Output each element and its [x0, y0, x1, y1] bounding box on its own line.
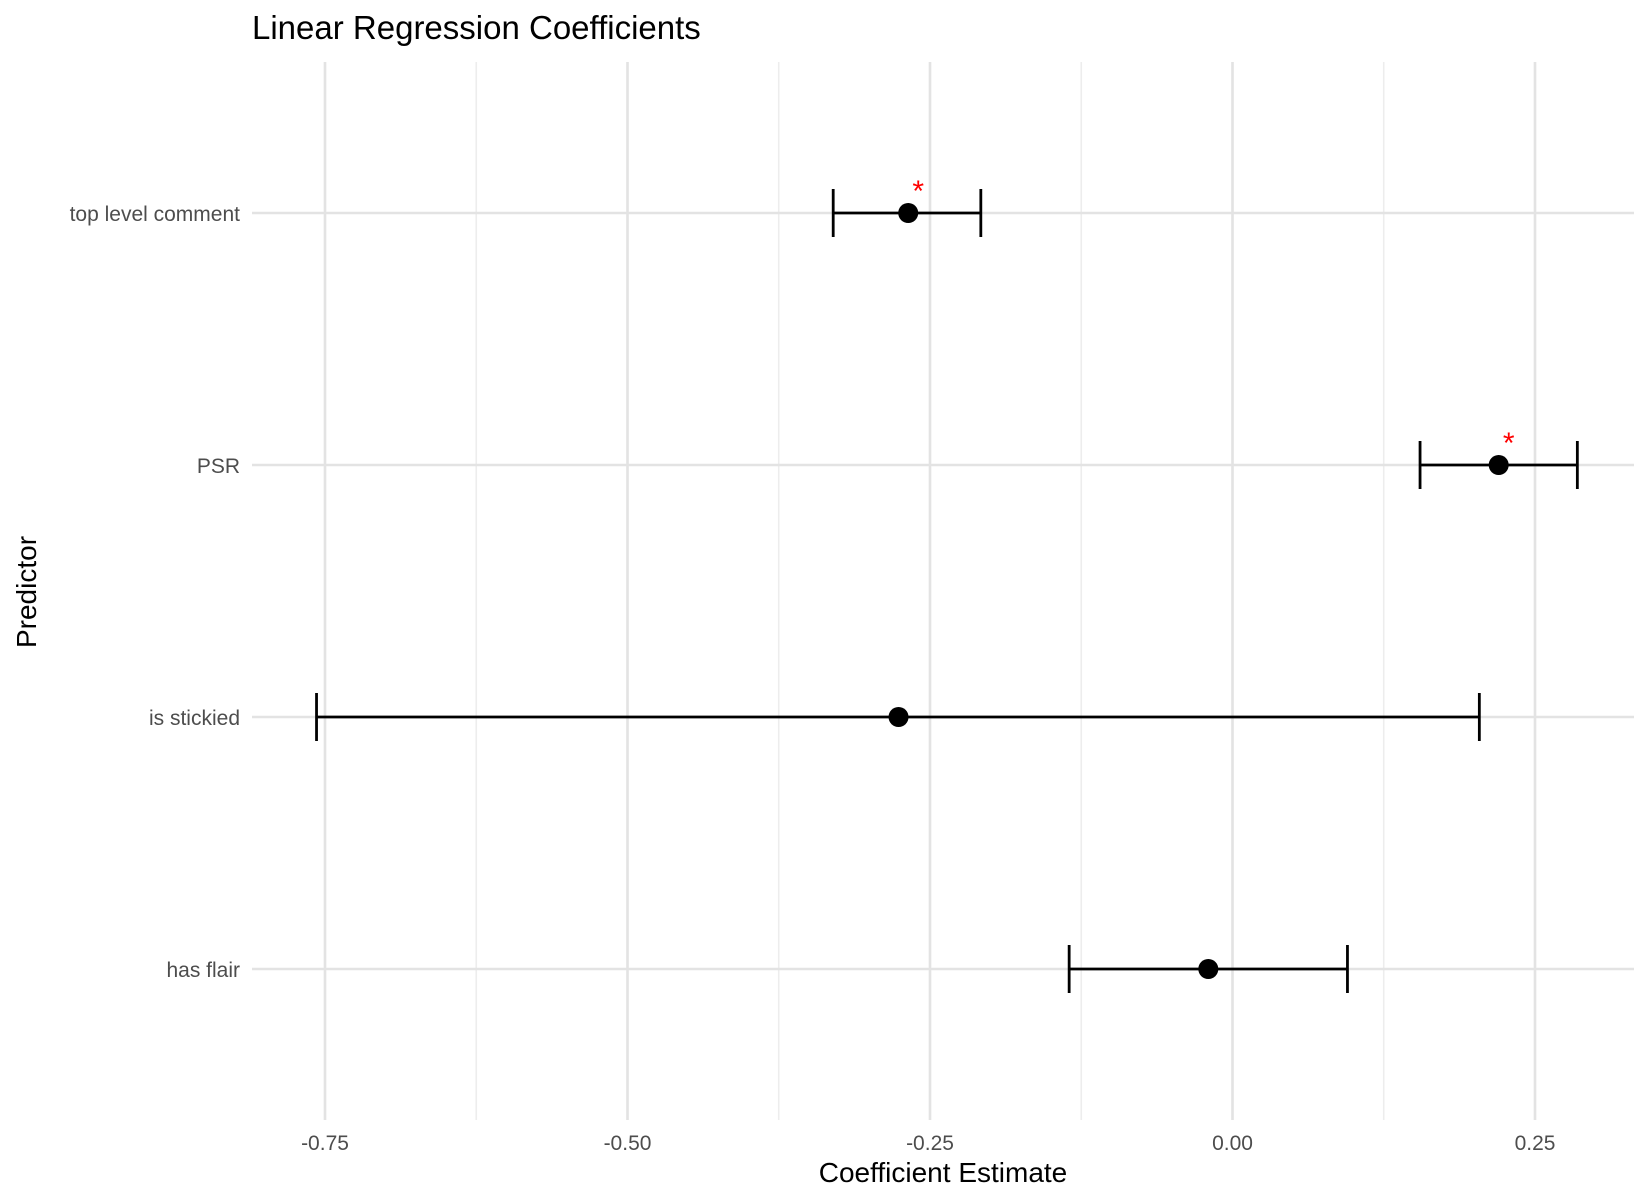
estimate-point — [888, 707, 909, 727]
x-tick-label: 0.00 — [1212, 1132, 1253, 1155]
y-tick-label: is stickied — [149, 707, 240, 730]
x-tick-label: 0.25 — [1515, 1132, 1556, 1155]
x-tick-label: -0.75 — [301, 1132, 349, 1155]
chart-title: Linear Regression Coefficients — [252, 9, 701, 46]
x-tick-label: -0.50 — [604, 1132, 652, 1155]
axis-labels: -0.75 -0.50 -0.25 0.00 0.25 top level comment… — [70, 203, 1556, 1155]
significance-star: * — [1503, 427, 1515, 460]
significance-star: * — [912, 175, 924, 208]
y-tick-label: has flair — [166, 959, 240, 982]
y-tick-label: top level comment — [70, 203, 241, 226]
x-tick-label: -0.25 — [906, 1132, 954, 1155]
estimate-point — [1488, 455, 1509, 475]
coefficient-marks: ** — [315, 175, 1579, 993]
estimate-point — [1198, 959, 1219, 979]
y-tick-label: PSR — [197, 455, 240, 478]
estimate-point — [898, 203, 919, 223]
y-axis-title: Predictor — [11, 536, 42, 648]
x-axis-title: Coefficient Estimate — [819, 1157, 1068, 1188]
